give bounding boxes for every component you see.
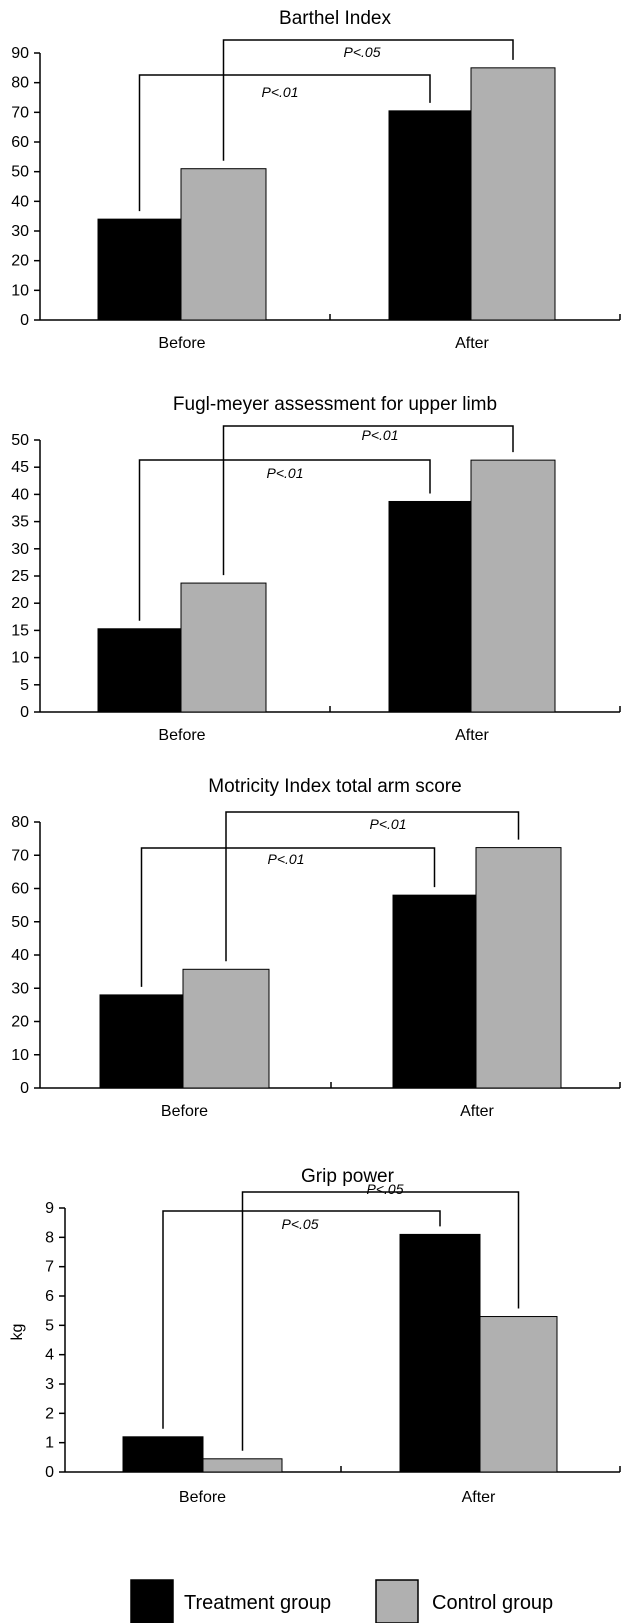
y-tick-label: 60: [11, 134, 29, 151]
y-tick-label: 80: [11, 75, 29, 92]
bar-treatment-before: [97, 628, 182, 713]
chart-3: Motricity Index total arm score 0 10 20 30 40…: [11, 776, 621, 1120]
bar-control-before: [182, 968, 270, 1089]
chart-4: Grip power 0 1 2 3 4 5 6 7 8 9 Before After P<.05 P<.0…: [9, 1166, 621, 1506]
bar-treatment-after: [399, 1233, 481, 1473]
legend: Treatment group Control group: [130, 1579, 553, 1623]
y-tick-label: 15: [11, 622, 29, 639]
significance-bracket: [138, 459, 431, 621]
significance-label: P<.05: [367, 1181, 404, 1197]
bar-control-after: [470, 67, 556, 321]
significance-bracket: [225, 811, 520, 962]
significance-label: P<.01: [268, 851, 305, 867]
y-tick-label: 20: [11, 253, 29, 270]
y-tick-label: 7: [45, 1259, 54, 1276]
y-tick-label: 50: [11, 164, 29, 181]
y-tick-label: 40: [11, 486, 29, 503]
y-tick-label: 60: [11, 881, 29, 898]
bar-control-after: [470, 459, 556, 713]
y-tick-label: 8: [45, 1229, 54, 1246]
y-tick-label: 70: [11, 847, 29, 864]
y-tick-label: 3: [45, 1376, 54, 1393]
legend-swatch-treatment: [130, 1579, 174, 1623]
y-tick-label: 10: [11, 282, 29, 299]
legend-label-treatment: Treatment group: [184, 1592, 331, 1614]
y-tick-label: 40: [11, 193, 29, 210]
significance-label: P<.01: [267, 465, 304, 481]
y-tick-label: 20: [11, 595, 29, 612]
chart-title: Fugl-meyer assessment for upper limb: [173, 394, 497, 415]
y-tick-label: 4: [45, 1347, 54, 1364]
significance-bracket: [162, 1210, 441, 1429]
y-tick-label: 50: [11, 914, 29, 931]
legend-label-control: Control group: [432, 1592, 553, 1614]
category-label: Before: [158, 727, 205, 744]
y-tick-label: 5: [45, 1317, 54, 1334]
y-tick-label: 0: [20, 1080, 29, 1097]
category-label: After: [460, 1103, 494, 1120]
category-label: After: [455, 335, 489, 352]
y-tick-label: 35: [11, 514, 29, 531]
category-label: Before: [158, 335, 205, 352]
chart-title: Grip power: [301, 1166, 395, 1187]
y-tick-label: 6: [45, 1288, 54, 1305]
significance-label: P<.01: [370, 816, 407, 832]
bar-control-after: [479, 1316, 558, 1473]
significance-bracket: [222, 425, 514, 576]
y-tick-label: 45: [11, 459, 29, 476]
y-tick-label: 0: [45, 1464, 54, 1481]
chart-1: Barthel Index 0 10 20 30 40 50 60 70 80 90 Before Af…: [11, 8, 621, 352]
bar-control-before: [180, 168, 267, 321]
y-tick-label: 2: [45, 1405, 54, 1422]
y-tick-label: 90: [11, 45, 29, 62]
bar-treatment-before: [97, 218, 182, 321]
significance-bracket: [241, 1191, 520, 1451]
bar-control-before: [180, 582, 267, 713]
significance-label: P<.05: [344, 44, 381, 60]
bar-treatment-before: [122, 1436, 204, 1473]
category-label: After: [455, 727, 489, 744]
category-label: Before: [161, 1103, 208, 1120]
y-tick-label: 70: [11, 104, 29, 121]
bar-treatment-after: [388, 500, 472, 713]
y-tick-label: 30: [11, 541, 29, 558]
legend-swatch-control: [375, 1579, 419, 1623]
significance-bracket: [140, 847, 436, 987]
y-tick-label: 9: [45, 1200, 54, 1217]
chart-title: Motricity Index total arm score: [208, 776, 461, 797]
significance-bracket: [138, 74, 431, 212]
y-tick-label: 0: [20, 312, 29, 329]
y-tick-label: 80: [11, 814, 29, 831]
y-tick-label: 10: [11, 1047, 29, 1064]
bar-control-before: [202, 1458, 283, 1473]
y-tick-label: 20: [11, 1014, 29, 1031]
y-tick-label: 0: [20, 704, 29, 721]
y-tick-label: 1: [45, 1435, 54, 1452]
chart-2: Fugl-meyer assessment for upper limb 0 5 10…: [11, 394, 621, 744]
significance-label: P<.01: [362, 427, 399, 443]
category-label: Before: [179, 1489, 226, 1506]
y-tick-label: 5: [20, 677, 29, 694]
y-tick-label: 25: [11, 568, 29, 585]
bar-treatment-before: [99, 994, 184, 1089]
chart-title: Barthel Index: [279, 8, 391, 29]
significance-label: P<.01: [262, 84, 299, 100]
y-tick-label: 10: [11, 650, 29, 667]
bar-treatment-after: [392, 894, 477, 1089]
y-axis-label: kg: [9, 1324, 26, 1341]
y-tick-label: 30: [11, 980, 29, 997]
significance-label: P<.05: [282, 1216, 319, 1232]
category-label: After: [462, 1489, 496, 1506]
significance-bracket: [222, 39, 514, 161]
y-tick-label: 40: [11, 947, 29, 964]
y-tick-label: 30: [11, 223, 29, 240]
bar-treatment-after: [388, 110, 472, 321]
y-tick-label: 50: [11, 432, 29, 449]
bar-control-after: [475, 847, 562, 1089]
